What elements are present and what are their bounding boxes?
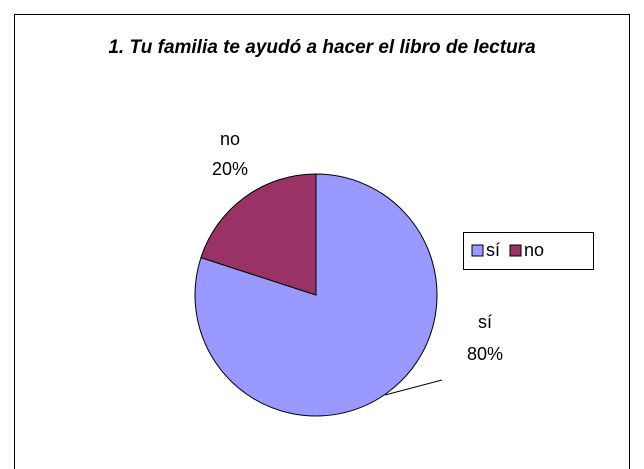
legend-swatch	[471, 244, 484, 257]
chart-title: 1. Tu familia te ayudó a hacer el libro …	[108, 37, 536, 58]
pie-slice	[200, 173, 317, 296]
slice-label-value: 20%	[212, 159, 248, 179]
legend-box	[463, 232, 594, 270]
legend-label: no	[524, 240, 544, 260]
slice-label-name: no	[220, 129, 240, 149]
leader-line	[384, 379, 443, 396]
slice-label-value: 80%	[467, 344, 503, 364]
legend-label: sí	[486, 240, 500, 260]
legend-swatch	[509, 244, 522, 257]
slice-label-name: sí	[478, 312, 492, 332]
